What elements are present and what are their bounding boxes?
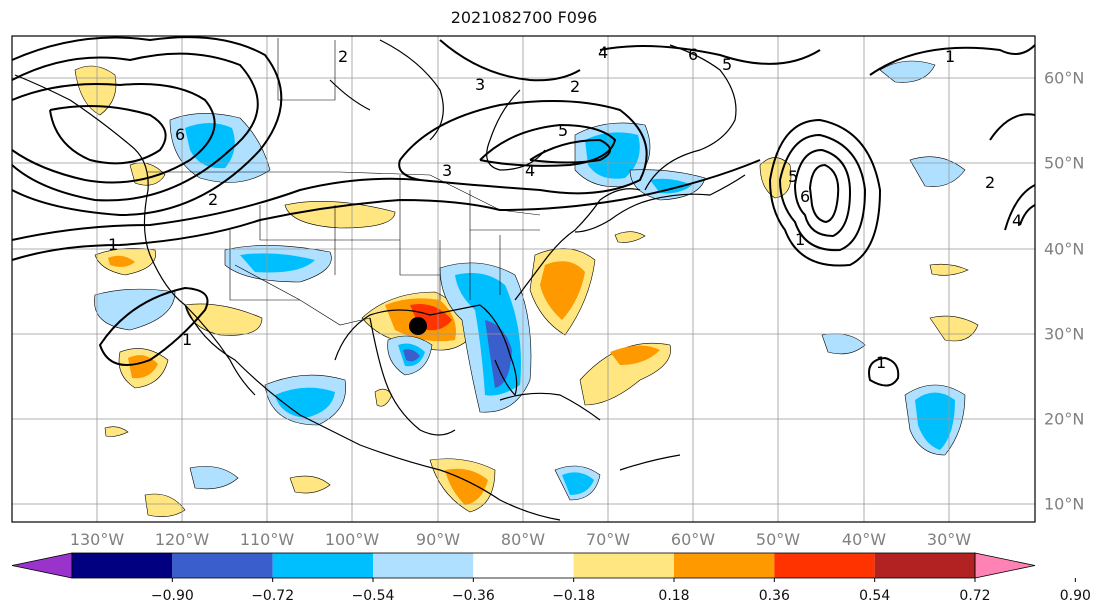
colorbar-tick-label: 0.18 xyxy=(658,588,690,604)
anomaly-shading xyxy=(74,60,979,517)
colorbar-swatch xyxy=(272,553,373,578)
lat-tick-label: 50°N xyxy=(1044,153,1085,173)
contour-label: 1 xyxy=(182,330,192,349)
contour-label: 4 xyxy=(525,161,535,180)
contour-label: 2 xyxy=(208,190,218,209)
colorbar-tick-label: −0.54 xyxy=(351,588,395,604)
lon-tick-label: 70°W xyxy=(585,530,631,549)
lon-tick-label: 130°W xyxy=(69,530,125,549)
contour-label: 2 xyxy=(985,173,995,192)
lat-tick-label: 60°N xyxy=(1044,68,1085,88)
colorbar-extend-low xyxy=(11,552,73,579)
colorbar-swatch xyxy=(573,553,674,578)
colorbar-tick-label: −0.36 xyxy=(451,588,495,604)
contour-label: 1 xyxy=(876,353,886,372)
contour-label: 5 xyxy=(558,121,568,140)
graticule xyxy=(12,36,1035,522)
lon-tick-label: 80°W xyxy=(500,530,546,549)
contour-label: 2 xyxy=(570,77,580,96)
contour-label-group: 2 4 3 2 6 5 1 5 4 3 6 1 6 2 5 1 2 1 1 4 xyxy=(108,43,1022,372)
map-frame xyxy=(11,35,1036,523)
colorbar-tick-label: 0.72 xyxy=(959,588,991,604)
contour-label: 1 xyxy=(945,47,955,66)
colorbar-swatch xyxy=(72,553,173,578)
lon-tick-label: 90°W xyxy=(415,530,461,549)
contour-label: 2 xyxy=(338,47,348,66)
storm-center-dot xyxy=(409,317,427,335)
lat-tick-label: 40°N xyxy=(1044,239,1085,259)
lat-tick-label: 10°N xyxy=(1044,494,1085,514)
contour-label: 6 xyxy=(800,187,810,206)
contour-label: 1 xyxy=(108,235,118,254)
contour-label: 3 xyxy=(442,161,452,180)
colorbar-swatch xyxy=(874,553,975,578)
colorbar-tick-label: −0.72 xyxy=(251,588,295,604)
colorbar-swatch xyxy=(473,553,574,578)
colorbar-tick-label: 0.54 xyxy=(859,588,891,604)
lon-tick-label: 120°W xyxy=(154,530,210,549)
lon-tick-label: 40°W xyxy=(841,530,887,549)
colorbar-tick-label: 0.36 xyxy=(758,588,790,604)
colorbar-swatch xyxy=(373,553,474,578)
lon-tick-label: 110°W xyxy=(239,530,295,549)
lon-tick-label: 30°W xyxy=(926,530,972,549)
colorbar-extend-high xyxy=(974,552,1036,579)
contour-label: 1 xyxy=(795,230,805,249)
lon-tick-label: 50°W xyxy=(755,530,801,549)
lon-tick-label: 60°W xyxy=(670,530,716,549)
contour-label: 4 xyxy=(1012,211,1022,230)
colorbar-tick-label: −0.90 xyxy=(150,588,194,604)
colorbar-tick-label: 0.90 xyxy=(1059,588,1091,604)
colorbar-frame xyxy=(71,552,976,579)
contour-label: 4 xyxy=(598,43,608,62)
contour-label: 6 xyxy=(175,125,185,144)
colorbar-tick-label: −0.18 xyxy=(552,588,596,604)
lon-tick-label: 100°W xyxy=(324,530,380,549)
map-title: 2021082700 F096 xyxy=(450,8,598,27)
colorbar-swatch xyxy=(674,553,775,578)
contour-label: 6 xyxy=(688,45,698,64)
contour-label: 5 xyxy=(788,167,798,186)
contour-label: 3 xyxy=(475,75,485,94)
height-contours xyxy=(11,36,1036,387)
contour-label: 5 xyxy=(722,55,732,74)
lat-tick-label: 20°N xyxy=(1044,409,1085,429)
lat-tick-label: 30°N xyxy=(1044,324,1085,344)
colorbar-swatch xyxy=(774,553,875,578)
colorbar-swatch xyxy=(172,553,273,578)
